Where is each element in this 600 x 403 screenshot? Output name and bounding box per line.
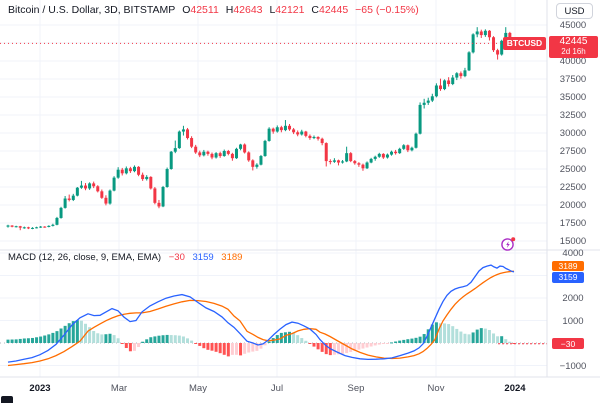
price-axis-label: 15000 xyxy=(559,236,587,247)
open-value: 42511 xyxy=(190,4,219,16)
macd-title: MACD (12, 26, close, 9, EMA, EMA) xyxy=(8,252,162,263)
event-lightning-icon[interactable] xyxy=(500,236,517,252)
time-axis-label: Jul xyxy=(270,383,284,394)
open-label: O xyxy=(182,4,191,16)
macd-axis-label: −1000 xyxy=(559,360,587,372)
macd-hist-value: −30 xyxy=(168,252,185,263)
macd-signal-value: 3189 xyxy=(221,252,243,263)
price-axis-label: 20000 xyxy=(559,200,587,211)
change-value: −65 (−0.15%) xyxy=(355,4,419,16)
price-axis-label: 40000 xyxy=(559,56,587,67)
close-label: C xyxy=(311,4,319,16)
low-label: L xyxy=(269,4,276,16)
high-value: 42643 xyxy=(233,4,263,16)
price-axis-label: 45000 xyxy=(559,20,587,31)
close-value: 42445 xyxy=(319,4,349,16)
tradingview-logo[interactable] xyxy=(1,396,13,403)
price-axis-label: 22500 xyxy=(559,182,587,193)
notification-dot xyxy=(511,237,516,242)
time-axis-label: May xyxy=(189,383,207,394)
signal-value-badge: 3189 xyxy=(552,260,584,272)
macd-header[interactable]: MACD (12, 26, close, 9, EMA, EMA) −30 31… xyxy=(8,252,242,263)
macd-axis-label: 4000 xyxy=(562,248,584,259)
macd-value-badge: 3159 xyxy=(552,272,584,283)
currency-toggle-button[interactable]: USD xyxy=(556,3,593,19)
price-axis-label: 32500 xyxy=(559,110,587,121)
macd-line-value: 3159 xyxy=(192,252,214,263)
hist-value-badge: −30 xyxy=(552,338,584,350)
last-price-badge: 42445 2d 16h xyxy=(549,35,598,58)
macd-axis-label: 2000 xyxy=(562,293,584,304)
time-axis-label: Nov xyxy=(427,383,445,394)
price-axis-label: 27500 xyxy=(559,146,587,157)
time-axis-label: Mar xyxy=(110,383,128,394)
price-axis-label: 35000 xyxy=(559,92,587,103)
price-axis-label: 30000 xyxy=(559,128,587,139)
time-axis-label: Sep xyxy=(347,383,365,394)
price-axis-label: 37500 xyxy=(559,74,587,85)
low-value: 42121 xyxy=(275,4,305,16)
signal-line xyxy=(7,270,515,367)
macd-axis-label: 1000 xyxy=(562,315,584,327)
last-price-value: 42445 xyxy=(559,35,588,47)
candles-layer xyxy=(6,27,516,231)
high-label: H xyxy=(225,4,234,16)
macd-line xyxy=(7,264,515,363)
price-axis-label: 17500 xyxy=(559,218,587,229)
bar-countdown: 2d 16h xyxy=(561,46,586,56)
symbol-price-badge: BTCUSD xyxy=(503,36,546,50)
time-axis-label: 2024 xyxy=(504,383,526,394)
symbol-header[interactable]: Bitcoin / U.S. Dollar, 3D, BITSTAMP O425… xyxy=(8,4,419,16)
time-axis-label: 2023 xyxy=(29,383,51,394)
symbol-title: Bitcoin / U.S. Dollar, 3D, BITSTAMP xyxy=(8,4,176,16)
price-axis-label: 25000 xyxy=(559,164,587,175)
